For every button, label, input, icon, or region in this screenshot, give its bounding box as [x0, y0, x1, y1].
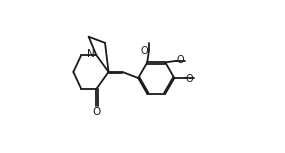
Text: O: O [177, 55, 184, 65]
Text: O: O [141, 46, 148, 56]
Text: O: O [92, 107, 101, 117]
Text: O: O [186, 74, 193, 84]
Text: N: N [87, 49, 94, 59]
